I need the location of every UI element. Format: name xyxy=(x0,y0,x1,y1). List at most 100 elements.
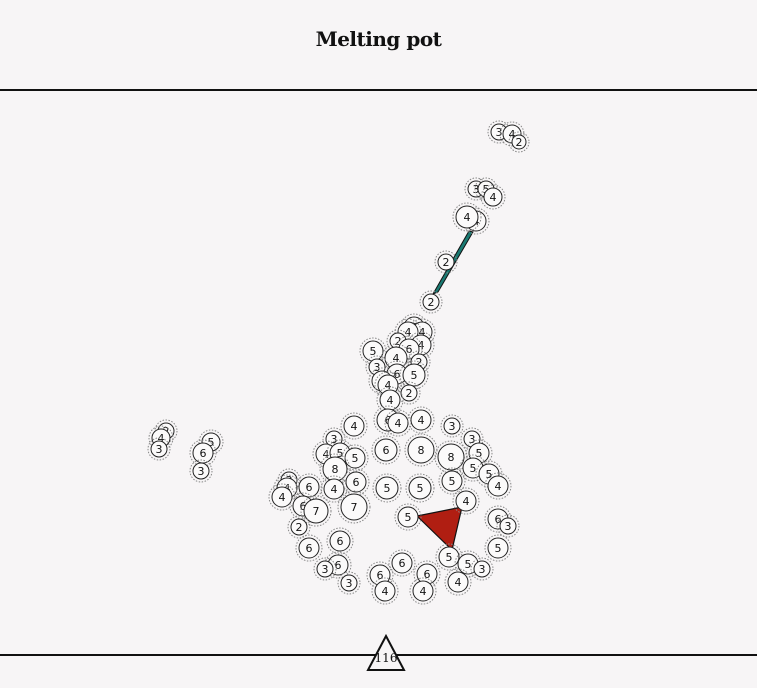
node-value: 3 xyxy=(331,433,338,446)
board-node[interactable]: 6 xyxy=(295,473,323,501)
node-value: 6 xyxy=(383,444,390,457)
node-value: 4 xyxy=(279,491,286,504)
node-value: 4 xyxy=(405,326,412,339)
node-value: 4 xyxy=(158,432,165,445)
node-circle xyxy=(437,253,455,271)
node-halo xyxy=(340,412,368,440)
game-board[interactable]: 3423544422444426254365442424356346443368… xyxy=(0,91,757,654)
node-halo xyxy=(465,439,493,467)
board-node[interactable]: 5 xyxy=(372,473,402,503)
node-value: 6 xyxy=(306,542,313,555)
node-value: 6 xyxy=(353,476,360,489)
node-halo xyxy=(359,337,387,365)
node-halo xyxy=(268,483,296,511)
node-value: 4 xyxy=(351,420,358,433)
board-node[interactable]: 4 xyxy=(452,202,482,232)
node-halo xyxy=(287,515,311,539)
node-value: 8 xyxy=(448,451,455,464)
node-value: 3 xyxy=(469,433,476,446)
node-value: 2 xyxy=(516,136,523,149)
node-halo xyxy=(508,131,530,153)
board-node[interactable]: 8 xyxy=(404,433,438,467)
board-node[interactable]: 6 xyxy=(326,527,354,555)
node-value: 2 xyxy=(428,296,435,309)
board-node[interactable]: 5 xyxy=(359,337,387,365)
node-halo xyxy=(189,459,213,483)
node-circle xyxy=(298,476,320,498)
node-circle xyxy=(407,436,435,464)
node-value: 3 xyxy=(346,577,353,590)
board-node[interactable]: 4 xyxy=(340,412,368,440)
board-node[interactable]: 3 xyxy=(470,557,494,581)
board-node[interactable]: 7 xyxy=(300,495,332,527)
node-value: 4 xyxy=(463,495,470,508)
node-circle xyxy=(303,498,329,524)
board-node[interactable]: 7 xyxy=(337,490,371,524)
board-node[interactable]: 5 xyxy=(438,467,466,495)
node-circle xyxy=(455,205,479,229)
board-node[interactable]: 4 xyxy=(409,577,437,605)
node-value: 4 xyxy=(420,585,427,598)
node-halo xyxy=(295,473,323,501)
node-value: 5 xyxy=(476,447,483,460)
board-node[interactable]: 3 xyxy=(496,514,520,538)
board-node[interactable]: 2 xyxy=(397,381,421,405)
board-node[interactable]: 3 xyxy=(322,427,346,451)
node-value: 3 xyxy=(374,361,381,374)
board-node[interactable]: 4 xyxy=(407,406,435,434)
node-halo xyxy=(407,331,435,359)
node-halo xyxy=(413,560,441,588)
node-halo xyxy=(462,207,490,235)
node-circle xyxy=(400,384,418,402)
node-halo xyxy=(326,527,354,555)
node-halo xyxy=(313,557,337,581)
node-circle xyxy=(329,530,351,552)
node-halo xyxy=(460,427,484,451)
node-halo xyxy=(337,571,361,595)
node-halo xyxy=(277,468,301,492)
board-node[interactable]: 6 xyxy=(295,534,323,562)
node-halo xyxy=(496,514,520,538)
node-value: 5 xyxy=(486,468,493,481)
board-node[interactable]: 6 xyxy=(366,561,394,589)
node-value: 6 xyxy=(495,513,502,526)
node-value: 5 xyxy=(470,462,477,475)
board-node[interactable]: 4 xyxy=(480,184,506,210)
node-halo xyxy=(452,487,480,515)
board-node[interactable]: 4 xyxy=(444,568,472,596)
board-node[interactable]: 2 xyxy=(508,131,530,153)
node-halo xyxy=(341,444,369,472)
node-value: 5 xyxy=(483,183,490,196)
node-halo xyxy=(147,437,171,461)
node-value: 3 xyxy=(473,183,480,196)
board-node[interactable]: 6 xyxy=(342,468,370,496)
board-node[interactable]: 4 xyxy=(452,487,480,515)
board-node[interactable]: 4 xyxy=(320,475,348,503)
board-node[interactable]: 3 xyxy=(313,557,337,581)
board-node[interactable]: 5 xyxy=(484,534,512,562)
node-halo xyxy=(405,473,435,503)
node-value: 4 xyxy=(455,576,462,589)
node-circle xyxy=(443,417,461,435)
node-circle xyxy=(487,475,509,497)
board-node[interactable]: 6 xyxy=(388,549,416,577)
board-node[interactable]: 5 xyxy=(394,503,422,531)
board-node[interactable]: 3 xyxy=(440,414,464,438)
board-node[interactable]: 5 xyxy=(405,473,435,503)
board-node[interactable]: 6 xyxy=(371,435,401,465)
board-node[interactable]: 4 xyxy=(384,409,412,437)
board-node[interactable]: 3 xyxy=(189,459,213,483)
node-value: 5 xyxy=(495,542,502,555)
board-node[interactable]: 3 xyxy=(147,437,171,461)
node-halo xyxy=(452,202,482,232)
node-halo xyxy=(319,453,351,485)
node-value: 3 xyxy=(479,563,486,576)
board-node[interactable]: 3 xyxy=(337,571,361,595)
board-node[interactable]: 4 xyxy=(484,472,512,500)
board-node[interactable]: 2 xyxy=(419,290,443,314)
board-node[interactable]: 2 xyxy=(434,250,458,274)
board-node[interactable]: 8 xyxy=(434,440,468,474)
board-node[interactable]: 4 xyxy=(371,577,399,605)
board-node[interactable]: 2 xyxy=(287,515,311,539)
board-node[interactable]: 4 xyxy=(268,483,296,511)
